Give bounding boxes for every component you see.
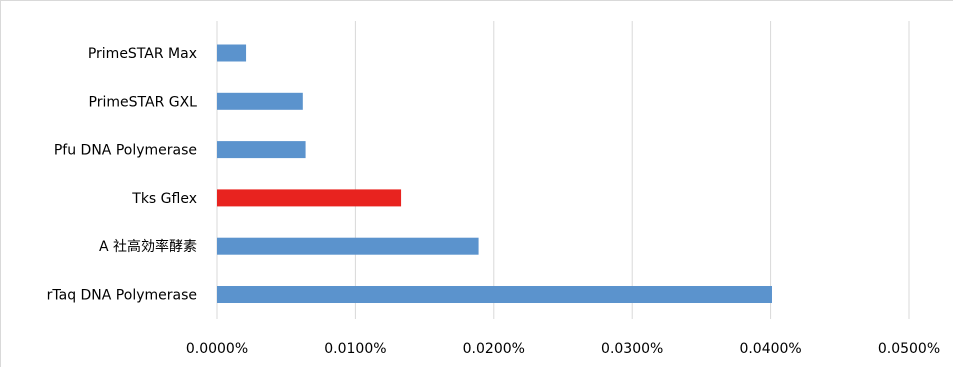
bars xyxy=(217,44,772,303)
category-label: PrimeSTAR Max xyxy=(88,46,197,62)
x-tick-label: 0.0400% xyxy=(739,341,801,357)
bar-primestar-max xyxy=(217,44,247,62)
x-tick-label: 0.0000% xyxy=(186,341,248,357)
x-tick-label: 0.0200% xyxy=(463,341,525,357)
bar-tks-gflex xyxy=(217,189,402,207)
category-label: A 社高効率酵素 xyxy=(99,238,197,255)
x-tick-label: 0.0100% xyxy=(324,341,386,357)
gridlines xyxy=(216,21,910,319)
bar-pfu-dna-polymerase xyxy=(217,141,306,159)
x-tick-label: 0.0300% xyxy=(601,341,663,357)
category-label: PrimeSTAR GXL xyxy=(89,94,198,110)
category-label: Tks Gflex xyxy=(131,191,197,207)
x-tick-label: 0.0500% xyxy=(878,341,940,357)
x-tick-labels: 0.0000% 0.0100% 0.0200% 0.0300% 0.0400% 0.050… xyxy=(186,341,940,357)
bar-primestar-gxl xyxy=(217,92,303,110)
bar-a xyxy=(217,237,479,255)
category-label: Pfu DNA Polymerase xyxy=(54,143,197,159)
bar-rtaq-dna-polymerase xyxy=(217,286,772,303)
category-labels: PrimeSTAR Max PrimeSTAR GXL Pfu DNA Polyme… xyxy=(47,46,198,304)
category-label: rTaq DNA Polymerase xyxy=(47,288,197,304)
